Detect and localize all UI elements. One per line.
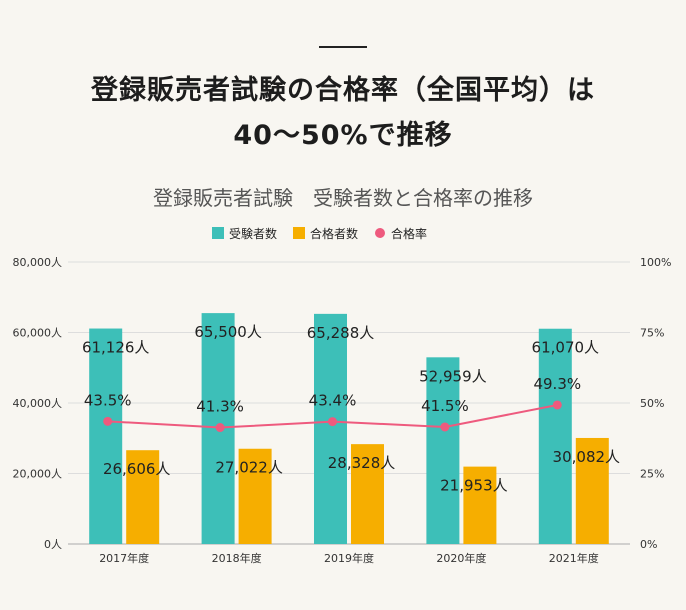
y-left-tick-label: 40,000人 xyxy=(13,397,63,410)
y-right-tick-label: 50% xyxy=(640,397,664,410)
x-tick-label: 2020年度 xyxy=(436,551,486,565)
bar-passers xyxy=(463,466,497,544)
legend-swatch xyxy=(293,227,305,239)
label-rate: 41.3% xyxy=(196,398,244,416)
legend-label: 受験者数 xyxy=(229,226,277,241)
rate-point xyxy=(103,416,113,426)
label-rate: 49.3% xyxy=(533,375,581,393)
rate-point xyxy=(440,422,450,432)
bar-passers xyxy=(351,444,384,544)
y-right-tick-label: 0% xyxy=(640,538,657,551)
chart-grid xyxy=(68,261,630,545)
x-tick-label: 2018年度 xyxy=(212,551,262,565)
chart-title: 登録販売者試験 受験者数と合格率の推移 xyxy=(153,186,533,210)
label-passers: 26,606人 xyxy=(103,460,171,478)
label-passers: 30,082人 xyxy=(553,448,621,466)
legend-label: 合格率 xyxy=(391,226,427,241)
label-rate: 43.5% xyxy=(84,391,132,409)
y-left-tick-label: 80,000人 xyxy=(13,256,63,269)
bar-examinees xyxy=(89,328,123,544)
title-divider xyxy=(319,46,367,48)
x-tick-label: 2019年度 xyxy=(324,551,374,565)
rate-point xyxy=(328,417,337,427)
legend-swatch xyxy=(212,227,224,239)
label-passers: 28,328人 xyxy=(328,454,396,472)
y-right-tick-label: 25% xyxy=(640,468,664,481)
page-headline-line1: 登録販売者試験の合格率（全国平均）は xyxy=(91,75,595,106)
rate-point xyxy=(215,423,225,433)
label-examinees: 61,070人 xyxy=(532,339,600,357)
label-examinees: 52,959人 xyxy=(419,367,487,385)
label-passers: 21,953人 xyxy=(440,477,508,495)
legend-swatch xyxy=(375,228,385,238)
chart-axes: 0人 20,000人 40,000人 60,000人 80,000人 0% 25% 50% 75… xyxy=(13,256,672,565)
combo-chart: 登録販売者試験 受験者数と合格率の推移 受験者数 合格者数 合格率 61,126人 2… xyxy=(13,186,672,565)
chart-legend: 受験者数 合格者数 合格率 xyxy=(212,226,427,241)
bar-examinees xyxy=(538,328,572,544)
x-tick-label: 2017年度 xyxy=(99,551,149,565)
y-left-tick-label: 20,000人 xyxy=(13,468,63,481)
rate-point xyxy=(552,400,562,410)
label-examinees: 61,126人 xyxy=(82,339,150,357)
x-tick-label: 2021年度 xyxy=(549,551,599,565)
y-right-tick-label: 75% xyxy=(640,327,664,340)
label-rate: 41.5% xyxy=(421,397,469,415)
legend-label: 合格者数 xyxy=(310,226,358,241)
chart-rate-line xyxy=(103,400,562,433)
bar-passers xyxy=(238,448,272,544)
bar-examinees xyxy=(426,357,460,544)
chart-data-labels: 61,126人 26,606人 65,500人 27,022人 65,288人 28,32… xyxy=(82,323,620,495)
label-examinees: 65,288人 xyxy=(307,324,375,342)
label-rate: 43.4% xyxy=(309,392,357,410)
bar-passers xyxy=(126,450,160,544)
page-headline-line2: 40～50%で推移 xyxy=(233,120,453,151)
label-passers: 27,022人 xyxy=(215,459,283,477)
y-left-tick-label: 60,000人 xyxy=(13,327,63,340)
y-left-tick-label: 0人 xyxy=(44,538,62,551)
y-right-tick-label: 100% xyxy=(640,256,671,269)
bar-examinees xyxy=(314,313,347,544)
label-examinees: 65,500人 xyxy=(194,323,262,341)
bar-passers xyxy=(575,437,609,544)
